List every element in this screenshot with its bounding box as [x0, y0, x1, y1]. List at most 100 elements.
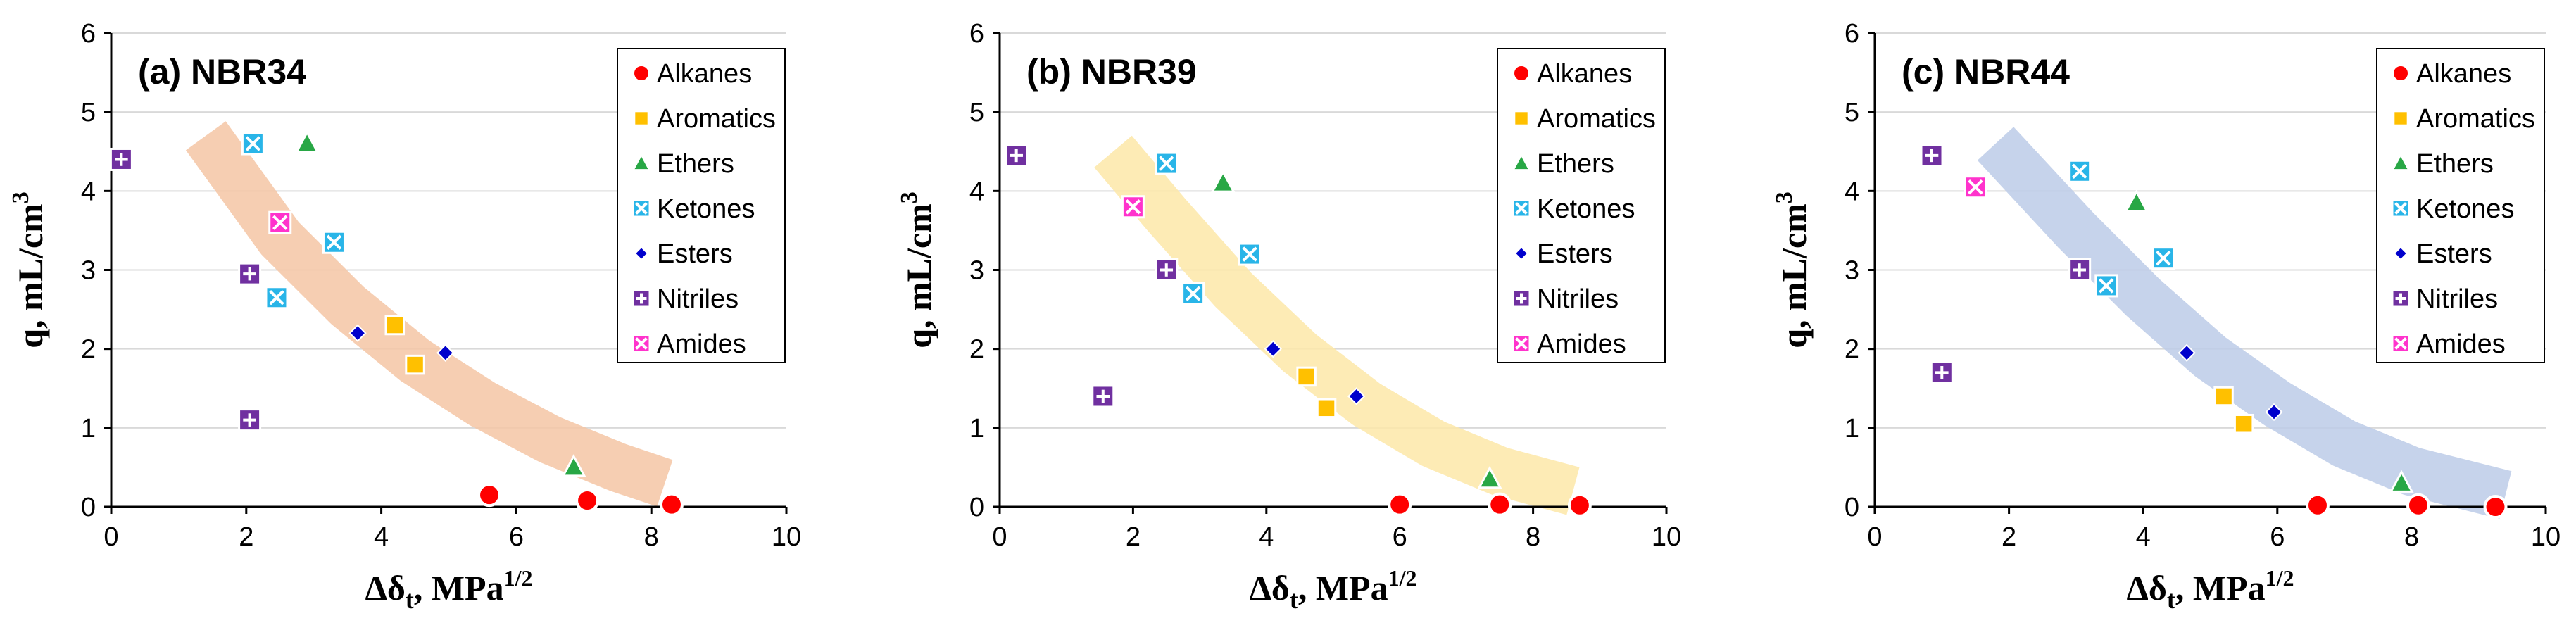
- y-tick-label: 5: [1845, 98, 1859, 127]
- x-tick-label: 10: [1652, 522, 1681, 552]
- legend-marker: [1512, 63, 1531, 83]
- trend-band: [185, 121, 673, 507]
- legend-marker: [2391, 334, 2411, 353]
- y-tick-label: 2: [1845, 335, 1859, 365]
- point-ethers: [2389, 470, 2414, 493]
- x-tick-label: 4: [374, 522, 389, 552]
- y-tick-label: 5: [81, 98, 96, 127]
- legend-item-nitriles: Nitriles: [2391, 284, 2498, 314]
- legend-item-alkanes: Alkanes: [1512, 59, 1632, 89]
- legend-marker: [1513, 110, 1530, 127]
- point-aromatics: [1296, 366, 1317, 387]
- point-amides: [268, 210, 292, 234]
- legend-marker: [632, 289, 651, 308]
- y-axis-label: q, mL/cm3: [8, 191, 50, 348]
- legend-label: Aromatics: [657, 104, 776, 134]
- point-aromatics: [405, 354, 425, 375]
- point-esters: [436, 344, 455, 362]
- point-alkanes: [477, 483, 502, 508]
- chart-panel-2: 0 1 2 3 4 5 6 0 2 4 6 8 10 Δδt, MPa1/2 q, mL/cm3 (b) NB…: [896, 19, 1681, 614]
- y-tick-label: 6: [1845, 19, 1859, 49]
- x-tick-label: 10: [772, 522, 801, 552]
- point-alkanes: [1567, 493, 1592, 517]
- point-alkanes: [575, 489, 600, 513]
- legend-marker: [1514, 246, 1529, 261]
- point-ketones: [2094, 274, 2118, 298]
- chart-panel-1: 0 1 2 3 4 5 6 0 2 4 6 8 10 Δδt, MPa1/2 q, mL/cm3 (a) NB…: [8, 19, 801, 614]
- point-alkanes: [1488, 492, 1512, 517]
- point-nitriles: [1091, 384, 1115, 408]
- legend-label: Ethers: [2416, 149, 2494, 179]
- legend-marker: [1512, 289, 1531, 308]
- legend-marker: [632, 334, 651, 353]
- legend-item-ethers: Ethers: [631, 149, 734, 179]
- x-tick-label: 6: [2270, 522, 2285, 552]
- y-tick-label: 4: [81, 177, 96, 206]
- point-ketones: [322, 230, 346, 254]
- legend-item-ketones: Ketones: [1512, 194, 1635, 224]
- legend-item-esters: Esters: [634, 239, 733, 269]
- point-ethers: [561, 454, 586, 477]
- legend-marker: [2391, 63, 2411, 83]
- legend-item-ketones: Ketones: [2391, 194, 2514, 224]
- y-tick-label: 0: [1845, 493, 1859, 522]
- legend: Alkanes Aromatics Ethers Ketones Esters Nitri…: [1497, 48, 1666, 363]
- trend-band: [1977, 127, 2512, 519]
- legend-item-nitriles: Nitriles: [1512, 284, 1619, 314]
- legend-marker: [2390, 152, 2411, 172]
- legend-item-esters: Esters: [1514, 239, 1613, 269]
- point-esters: [1347, 387, 1366, 405]
- legend-label: Nitriles: [657, 284, 739, 314]
- legend-label: Amides: [1537, 329, 1626, 359]
- point-nitriles: [1930, 360, 1954, 384]
- point-ketones: [1181, 282, 1205, 305]
- x-tick-label: 6: [1393, 522, 1407, 552]
- y-axis-label: q, mL/cm3: [896, 191, 938, 348]
- x-tick-label: 2: [2002, 522, 2016, 552]
- legend-marker: [633, 110, 650, 127]
- legend-item-aromatics: Aromatics: [633, 104, 776, 134]
- trend-band: [1094, 135, 1580, 515]
- legend-label: Esters: [2416, 239, 2492, 269]
- legend-label: Esters: [657, 239, 733, 269]
- legend-label: Ketones: [657, 194, 755, 224]
- point-aromatics: [2233, 413, 2254, 434]
- legend-item-amides: Amides: [632, 329, 746, 359]
- legend-label: Nitriles: [2416, 284, 2498, 314]
- y-tick-label: 1: [969, 414, 984, 443]
- legend-label: Alkanes: [2416, 59, 2511, 89]
- legend-label: Nitriles: [1537, 284, 1619, 314]
- point-ketones: [1155, 151, 1179, 175]
- legend-label: Aromatics: [2416, 104, 2535, 134]
- legend-item-nitriles: Nitriles: [632, 284, 739, 314]
- chart-panel-3: 0 1 2 3 4 5 6 0 2 4 6 8 10 Δδt, MPa1/2 q, mL/cm3 (c) NB…: [1771, 19, 2561, 614]
- legend-label: Amides: [657, 329, 746, 359]
- legend-item-ketones: Ketones: [632, 194, 755, 224]
- point-nitriles: [2068, 258, 2092, 282]
- legend-label: Alkanes: [1537, 59, 1632, 89]
- point-nitriles: [238, 262, 262, 286]
- legend-item-aromatics: Aromatics: [2392, 104, 2535, 134]
- point-nitriles: [1155, 258, 1179, 282]
- point-amides: [1964, 175, 1987, 199]
- point-esters: [1264, 340, 1282, 358]
- legend-marker: [1511, 152, 1532, 172]
- x-tick-label: 0: [992, 522, 1007, 552]
- x-axis-label: Δδt, MPa1/2: [365, 565, 533, 614]
- point-alkanes: [2483, 495, 2508, 519]
- point-nitriles: [238, 408, 262, 432]
- legend-marker: [2393, 246, 2408, 261]
- point-ethers: [1477, 465, 1502, 489]
- point-ketones: [241, 132, 265, 156]
- legend-marker: [1512, 334, 1531, 353]
- point-amides: [1121, 195, 1145, 219]
- legend-marker: [634, 246, 649, 261]
- y-tick-label: 1: [1845, 414, 1859, 443]
- legend: Alkanes Aromatics Ethers Ketones Esters Nitri…: [617, 48, 786, 363]
- y-tick-label: 4: [1845, 177, 1859, 206]
- point-ethers: [2124, 189, 2149, 213]
- x-tick-label: 2: [239, 522, 253, 552]
- x-tick-label: 8: [644, 522, 659, 552]
- point-alkanes: [659, 492, 684, 517]
